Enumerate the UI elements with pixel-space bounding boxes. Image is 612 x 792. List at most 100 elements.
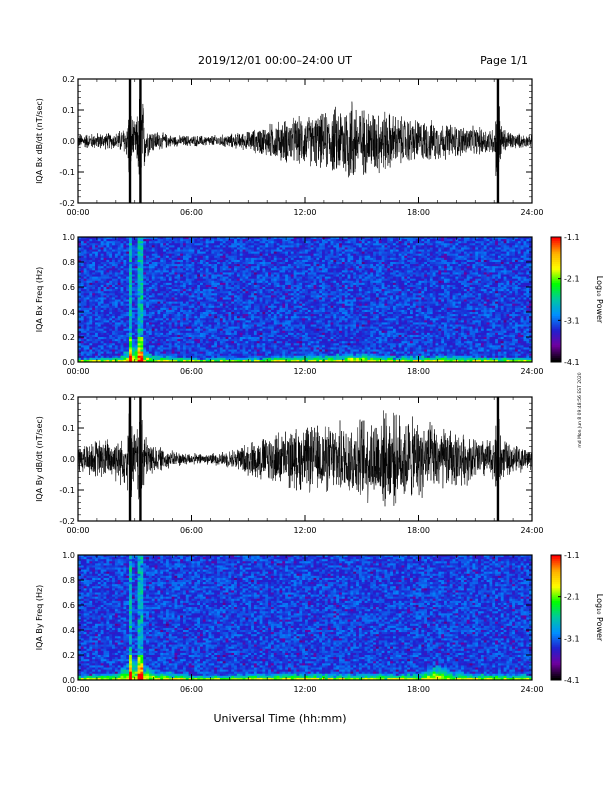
heatmap-cell (123, 270, 127, 273)
heatmap-cell (228, 268, 232, 271)
heatmap-cell (276, 239, 280, 242)
heatmap-cell (126, 253, 130, 257)
heatmap-cell (157, 339, 161, 342)
heatmap-cell (129, 297, 133, 300)
heatmap-cell (202, 257, 207, 261)
heatmap-cell (191, 245, 195, 248)
heatmap-cell (151, 243, 156, 246)
heatmap-cell (253, 243, 258, 246)
heatmap-cell (225, 320, 229, 323)
heatmap-cell (236, 297, 241, 300)
heatmap-cell (154, 272, 158, 275)
heatmap-cell (103, 337, 107, 340)
heatmap-cell (83, 347, 87, 350)
heatmap-cell (106, 278, 110, 282)
heatmap-cell (248, 326, 252, 330)
heatmap-cell (248, 339, 252, 342)
heatmap-cell (256, 337, 260, 340)
heatmap-cell (157, 239, 161, 242)
heatmap-cell (148, 339, 153, 342)
heatmap-cell (160, 262, 164, 265)
heatmap-cell (228, 297, 232, 300)
heatmap-cell (177, 289, 181, 292)
heatmap-cell (106, 328, 110, 332)
heatmap-cell (242, 287, 246, 290)
heatmap-cell (140, 341, 144, 344)
heatmap-cell (251, 324, 255, 327)
heatmap-cell (214, 243, 218, 246)
heatmap-cell (180, 343, 184, 346)
heatmap-cell (163, 301, 167, 305)
heatmap-cell (194, 282, 198, 286)
heatmap-cell (83, 241, 87, 244)
heatmap-cell (188, 245, 192, 248)
heatmap-cell (143, 349, 147, 352)
heatmap-cell (100, 295, 104, 298)
heatmap-cell (120, 243, 124, 246)
heatmap-cell (290, 243, 295, 246)
heatmap-cell (200, 268, 204, 271)
heatmap-cell (253, 253, 258, 257)
heatmap-cell (168, 297, 173, 300)
heatmap-cell (180, 287, 184, 290)
heatmap-cell (276, 284, 280, 288)
heatmap-cell (265, 332, 269, 336)
heatmap-cell (268, 259, 272, 263)
heatmap-cell (148, 355, 153, 359)
heatmap-cell (256, 272, 260, 275)
heatmap-cell (100, 270, 104, 273)
heatmap-cell (180, 347, 184, 350)
heatmap-cell (89, 305, 93, 309)
heatmap-cell (89, 309, 93, 313)
heatmap-cell (265, 339, 269, 342)
heatmap-cell (123, 268, 127, 271)
heatmap-cell (245, 282, 249, 286)
heatmap-cell (182, 328, 187, 332)
heatmap-cell (268, 253, 272, 257)
heatmap-cell (112, 343, 116, 346)
heatmap-cell (182, 274, 187, 277)
heatmap-cell (131, 278, 136, 282)
heatmap-cell (211, 301, 215, 305)
heatmap-cell (157, 324, 161, 327)
heatmap-cell (89, 239, 93, 242)
heatmap-cell (296, 266, 300, 269)
heatmap-cell (112, 345, 116, 348)
heatmap-cell (89, 257, 93, 261)
heatmap-cell (265, 330, 269, 334)
heatmap-cell (168, 355, 173, 359)
heatmap-cell (245, 332, 249, 336)
heatmap-cell (160, 284, 164, 288)
heatmap-cell (148, 314, 153, 317)
heatmap-cell (234, 301, 238, 305)
heatmap-cell (200, 337, 204, 340)
heatmap-cell (106, 345, 110, 348)
heatmap-cell (217, 303, 221, 307)
heatmap-cell (157, 312, 161, 315)
heatmap-cell (259, 303, 263, 307)
heatmap-cell (279, 343, 283, 346)
heatmap-cell (225, 309, 229, 313)
heatmap-cell (109, 282, 113, 286)
heatmap-cell (182, 241, 187, 244)
heatmap-cell (202, 264, 207, 267)
heatmap-cell (290, 284, 295, 288)
heatmap-cell (92, 251, 96, 255)
heatmap-cell (242, 341, 246, 344)
heatmap-cell (242, 309, 246, 313)
heatmap-cell (182, 295, 187, 298)
heatmap-cell (140, 293, 144, 296)
heatmap-cell (265, 349, 269, 352)
heatmap-cell (140, 255, 144, 259)
heatmap-cell (157, 249, 161, 252)
heatmap-cell (174, 289, 178, 292)
heatmap-cell (95, 337, 99, 340)
heatmap-cell (253, 341, 258, 344)
heatmap-cell (222, 268, 226, 271)
heatmap-cell (239, 249, 243, 252)
heatmap-cell (234, 249, 238, 252)
heatmap-cell (92, 268, 96, 271)
heatmap-cell (219, 251, 224, 255)
heatmap-cell (134, 299, 138, 302)
heatmap-cell (197, 301, 201, 305)
